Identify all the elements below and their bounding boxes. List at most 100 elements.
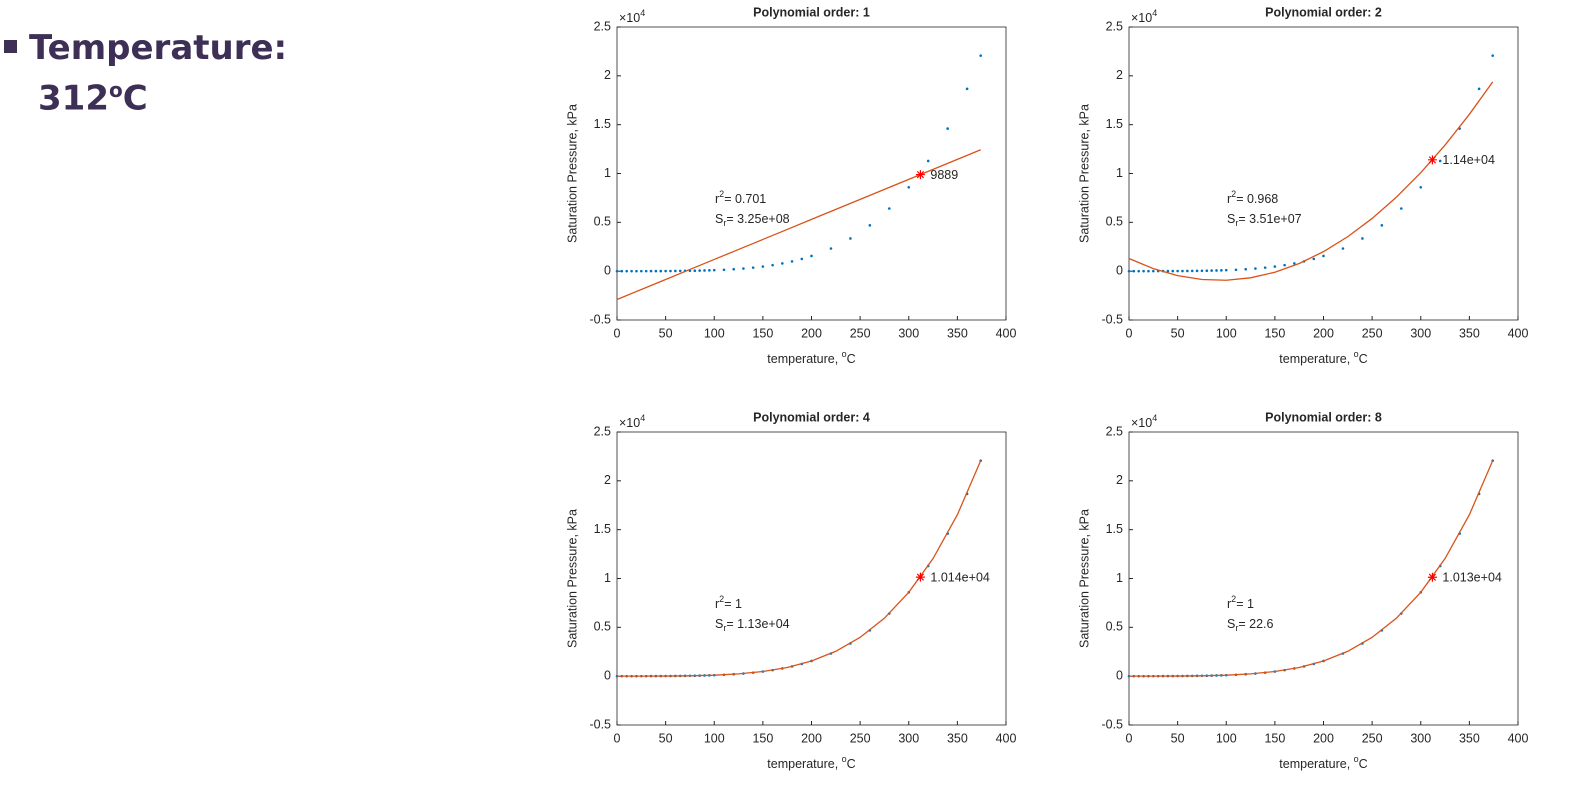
y-tick-label: 0.5 — [594, 215, 611, 229]
data-point — [732, 267, 735, 271]
text-part: = 0.701 — [724, 192, 766, 206]
axes-box — [616, 26, 1007, 321]
y-tick-label: -0.5 — [1101, 717, 1123, 731]
x-tick-label: 350 — [947, 731, 968, 745]
x-tick-label: 150 — [752, 731, 773, 745]
data-point — [1273, 265, 1277, 268]
text-part: ×10 — [1131, 416, 1152, 430]
data-point — [1220, 269, 1223, 272]
text-part: r — [723, 218, 726, 228]
text-part: S — [1227, 617, 1235, 631]
x-axis-label: temperature, oC — [1279, 349, 1367, 366]
data-point — [1210, 269, 1213, 272]
data-point — [708, 269, 711, 272]
x-tick-label: 0 — [1126, 326, 1133, 340]
data-point — [1224, 268, 1228, 272]
y-scale: ×104 — [619, 413, 645, 430]
data-point — [1263, 266, 1267, 269]
chart-title: Polynomial order: 1 — [753, 5, 870, 19]
data-point — [1152, 269, 1155, 273]
x-tick-label: 250 — [1362, 326, 1383, 340]
text-part: r — [1235, 623, 1238, 633]
estimate-label: 1.014e+04 — [930, 570, 989, 584]
r-squared: r2= 0.701 — [715, 189, 766, 206]
y-tick-label: 0.5 — [594, 620, 611, 634]
text-part: 4 — [640, 8, 645, 18]
y-tick-label: 2.5 — [1106, 19, 1123, 33]
y-tick-label: 1 — [1116, 166, 1123, 180]
estimate-label: 1.14e+04 — [1442, 153, 1495, 167]
y-tick-label: 2.5 — [594, 424, 611, 438]
estimate-label: 9889 — [930, 168, 958, 182]
text-part: 2 — [719, 594, 724, 604]
data-point — [664, 269, 667, 273]
data-point — [640, 269, 643, 273]
text-part: r — [1227, 597, 1231, 611]
text-part: ×10 — [619, 11, 640, 25]
text-part: r — [715, 192, 719, 206]
text-part: r — [1227, 192, 1231, 206]
data-point — [1361, 237, 1364, 240]
axes-box — [1128, 26, 1519, 321]
data-point — [649, 269, 653, 273]
text-part: = 0.968 — [1236, 192, 1278, 206]
data-point — [1380, 224, 1384, 227]
y-axis-label: Saturation Pressure, kPa — [1077, 509, 1091, 648]
data-point — [751, 266, 755, 269]
y-scale: ×104 — [1131, 413, 1157, 430]
text-part: 4 — [640, 413, 645, 423]
data-point — [1137, 269, 1141, 273]
text-part: 2 — [1231, 594, 1236, 604]
sum-residuals: Sr= 3.25e+08 — [715, 212, 790, 228]
y-tick-label: 0 — [1116, 263, 1123, 277]
data-point — [722, 268, 726, 272]
data-point — [1190, 269, 1194, 273]
data-point — [742, 267, 745, 270]
data-point — [1215, 269, 1218, 272]
x-tick-label: 250 — [850, 731, 871, 745]
data-point — [761, 265, 765, 268]
text-part: S — [715, 617, 723, 631]
data-point — [781, 262, 784, 265]
text-part: = 3.51e+07 — [1238, 212, 1301, 226]
data-point — [888, 207, 891, 210]
data-point — [1400, 207, 1403, 210]
x-tick-label: 150 — [752, 326, 773, 340]
y-scale: ×104 — [619, 8, 645, 25]
text-part: = 1 — [1236, 597, 1254, 611]
data-point — [1254, 267, 1257, 270]
y-tick-label: 2 — [604, 68, 611, 82]
text-part: C — [847, 757, 856, 771]
text-part: = 22.6 — [1238, 617, 1273, 631]
x-tick-label: 350 — [1459, 731, 1480, 745]
y-tick-label: 2 — [1116, 473, 1123, 487]
x-tick-label: 300 — [898, 731, 919, 745]
text-part: r — [715, 597, 719, 611]
y-tick-label: 0 — [604, 263, 611, 277]
degree: o — [108, 78, 123, 102]
y-tick-label: 1.5 — [1106, 117, 1123, 131]
data-point — [698, 269, 701, 272]
data-point — [810, 254, 813, 258]
text-part: temperature, — [767, 352, 841, 366]
data-point — [1491, 54, 1495, 57]
data-point — [615, 269, 619, 273]
y-tick-label: 2 — [1116, 68, 1123, 82]
x-tick-label: 150 — [1264, 731, 1285, 745]
x-tick-label: 400 — [996, 731, 1017, 745]
text-part: o — [1354, 349, 1359, 359]
unit: C — [122, 78, 148, 119]
x-tick-label: 150 — [1264, 326, 1285, 340]
x-tick-label: 400 — [996, 326, 1017, 340]
data-point — [771, 263, 774, 267]
text-part: ×10 — [619, 416, 640, 430]
y-tick-label: 0 — [1116, 668, 1123, 682]
data-point — [678, 269, 682, 273]
x-axis-label: temperature, oC — [1279, 754, 1367, 771]
data-point — [868, 224, 872, 227]
data-point — [669, 269, 672, 273]
text-part: = 1 — [724, 597, 742, 611]
y-tick-label: -0.5 — [589, 717, 611, 731]
r-squared: r2= 1 — [715, 594, 742, 611]
data-point — [712, 268, 716, 272]
